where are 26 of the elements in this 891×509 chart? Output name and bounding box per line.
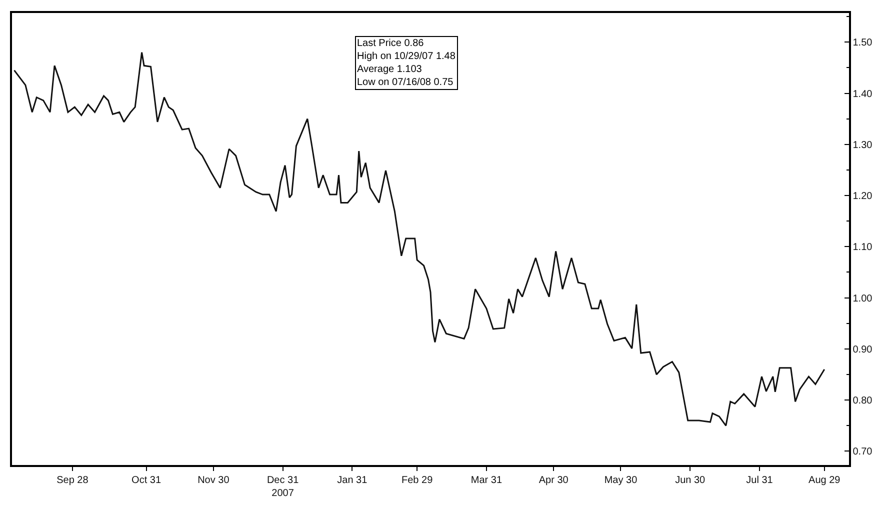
x-tick-label: Jun 30 — [675, 474, 706, 486]
x-tick-label: Feb 29 — [402, 474, 434, 486]
x-tick-label: Sep 28 — [56, 474, 89, 486]
annotation: Last Price 0.86 — [357, 38, 424, 49]
x-tick-label: Aug 29 — [808, 474, 841, 486]
line-series — [13, 52, 826, 426]
y-tick-label: 1.20 — [852, 191, 873, 202]
annotation: Average 1.103 — [357, 64, 422, 75]
x-tick-label: Jan 31 — [337, 474, 368, 486]
x-tick-label: Mar 31 — [470, 474, 502, 486]
x-tick-label: Oct 31 — [132, 474, 162, 486]
y-tick-label: 0.90 — [852, 344, 873, 356]
y-tick-label: 1.10 — [852, 242, 873, 254]
x-tick-label: Jul 31 — [746, 474, 774, 486]
y-tick-label: 1.30 — [852, 140, 873, 151]
y-tick-label: 1.00 — [852, 293, 873, 304]
annotation: High on 10/29/07 1.48 — [357, 51, 456, 62]
y-tick-label: 0.80 — [852, 396, 873, 407]
y-tick-label: 1.50 — [852, 38, 873, 49]
y-tick-label: 0.70 — [852, 446, 873, 458]
x-tick-label: May 30 — [604, 474, 638, 486]
x-tick-label: Nov 30 — [198, 474, 230, 486]
x-tick-label: Dec 31 2007 — [266, 474, 300, 499]
y-tick-label: 1.40 — [852, 88, 873, 100]
annotation: Low on 07/16/08 0.75 — [357, 77, 454, 88]
x-tick-label: Apr 30 — [538, 474, 569, 486]
